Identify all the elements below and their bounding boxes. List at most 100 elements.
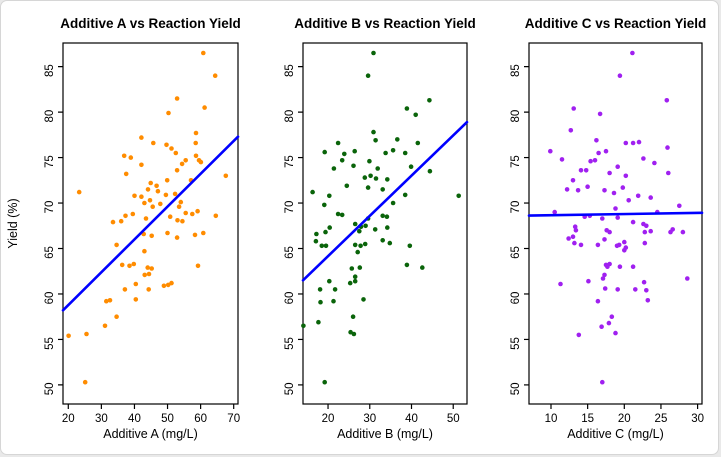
data-point <box>142 200 147 206</box>
x-tick-label: 10 <box>545 413 558 425</box>
data-point <box>620 185 626 190</box>
data-point <box>122 287 128 292</box>
x-tick-label: 40 <box>405 413 418 425</box>
data-point <box>402 150 408 156</box>
data-point <box>645 298 651 303</box>
data-point <box>371 50 376 56</box>
y-tick-label: 55 <box>44 337 56 350</box>
data-point <box>139 194 144 199</box>
data-point <box>314 231 319 237</box>
data-point <box>202 105 207 110</box>
data-point <box>585 184 590 189</box>
data-point <box>630 219 636 225</box>
y-tick-label: 80 <box>44 110 56 123</box>
data-point <box>571 106 576 111</box>
data-point <box>352 148 358 154</box>
data-point <box>586 278 591 284</box>
data-point <box>84 331 89 337</box>
plot-box <box>528 42 703 405</box>
data-point <box>390 200 396 206</box>
data-point <box>588 158 593 164</box>
data-point <box>395 137 400 142</box>
data-point <box>195 263 201 269</box>
data-point <box>630 264 636 270</box>
data-point <box>575 188 581 193</box>
data-point <box>570 178 576 183</box>
data-point <box>192 232 198 238</box>
y-tick-label: 50 <box>284 383 296 396</box>
data-point <box>415 140 421 146</box>
data-point <box>367 158 372 164</box>
data-point <box>172 191 178 197</box>
data-point <box>151 140 156 146</box>
data-point <box>223 173 229 179</box>
panel-title: Additive A vs Reaction Yield <box>60 16 241 31</box>
y-tick-label: 55 <box>284 337 296 350</box>
y-tick-label: 50 <box>44 383 56 396</box>
x-tick-label: 50 <box>161 413 174 425</box>
data-point <box>147 198 153 203</box>
data-point <box>597 111 603 117</box>
data-point <box>322 379 328 385</box>
data-point <box>173 150 179 156</box>
data-point <box>362 175 368 180</box>
data-point <box>143 216 149 221</box>
y-tick-label: 70 <box>510 201 522 214</box>
data-point <box>169 146 174 151</box>
data-point <box>595 298 601 304</box>
data-point <box>76 189 82 195</box>
data-point <box>165 230 170 236</box>
data-point <box>611 190 617 196</box>
data-point <box>622 239 627 245</box>
data-point <box>623 140 629 146</box>
panel-title: Additive C vs Reaction Yield <box>525 16 707 31</box>
data-point <box>387 240 393 246</box>
data-point <box>301 323 306 329</box>
data-point <box>358 243 363 249</box>
data-point <box>666 170 671 176</box>
data-point <box>615 164 620 169</box>
data-point <box>148 180 153 186</box>
data-point <box>201 230 206 236</box>
data-point <box>427 168 433 174</box>
data-point <box>642 240 648 246</box>
data-point <box>118 218 124 224</box>
data-point <box>66 333 71 339</box>
data-point <box>665 145 670 150</box>
y-tick-label: 85 <box>44 64 56 77</box>
y-tick-label: 85 <box>284 64 296 77</box>
data-point <box>175 218 180 223</box>
data-point <box>385 177 390 182</box>
data-point <box>139 135 144 140</box>
data-point <box>174 235 180 240</box>
y-tick-label: 80 <box>510 110 522 123</box>
data-point <box>592 158 598 163</box>
y-tick-label: 65 <box>44 246 56 259</box>
y-tick-label: 60 <box>284 292 296 305</box>
data-point <box>352 278 358 284</box>
data-point <box>327 225 333 230</box>
data-point <box>193 130 199 136</box>
x-tick-label: 30 <box>691 413 704 425</box>
data-point <box>133 281 139 287</box>
data-point <box>145 265 150 270</box>
y-tick-label: 60 <box>44 292 56 305</box>
data-point <box>404 106 410 111</box>
data-point <box>155 188 161 194</box>
data-point <box>154 183 159 189</box>
x-tick-label: 20 <box>618 413 631 425</box>
data-point <box>114 314 119 320</box>
x-tick-label: 20 <box>322 413 335 425</box>
data-point <box>142 272 147 278</box>
data-point <box>583 168 589 173</box>
data-point <box>636 139 642 145</box>
data-point <box>602 237 607 242</box>
data-point <box>361 297 366 302</box>
data-point <box>166 110 171 116</box>
data-point <box>548 148 553 154</box>
data-point <box>420 265 425 270</box>
data-point <box>613 330 618 336</box>
data-point <box>384 214 390 219</box>
data-point <box>605 264 610 270</box>
data-point <box>407 243 413 249</box>
